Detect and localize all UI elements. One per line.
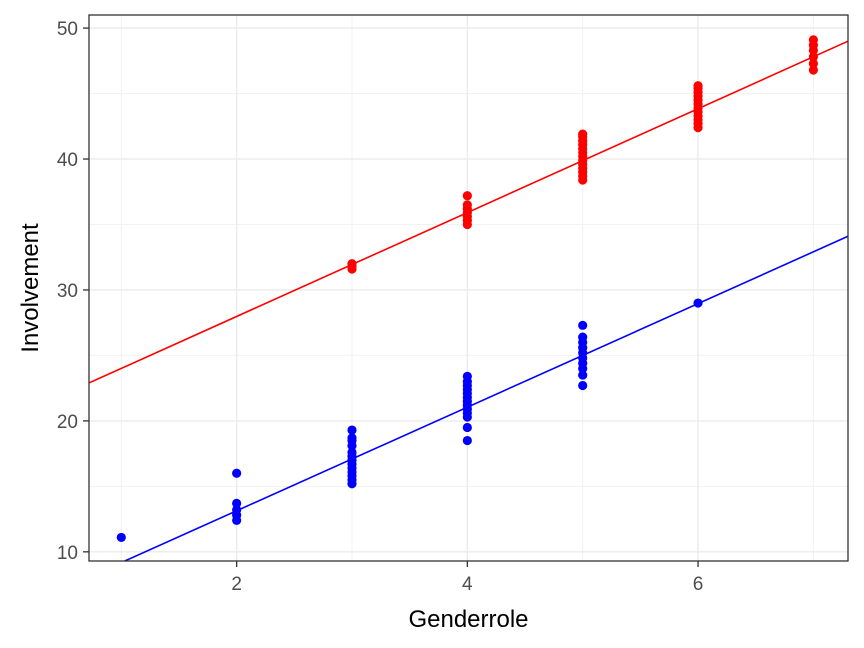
data-point [462,191,472,201]
data-point [347,447,357,457]
data-point [116,532,126,543]
data-point [347,425,357,435]
y-tick-label: 20 [57,412,78,433]
x-tick-label: 2 [231,574,242,595]
y-tick-label: 50 [57,19,78,40]
data-point [232,498,242,508]
y-axis-title: Involvement [17,223,44,353]
data-point [578,320,588,330]
x-axis-title: Genderrole [408,606,528,633]
data-point [808,58,818,69]
y-tick-label: 40 [57,150,78,171]
data-point [462,200,472,210]
data-point [578,370,588,380]
x-axis-ticks: 2 4 6 [231,561,703,595]
data-point [578,332,588,342]
data-point [578,129,588,139]
fit-line-series-2 [124,235,849,562]
y-axis-ticks: 10 20 30 40 50 [57,19,89,564]
data-points [116,35,818,543]
data-point [232,468,242,478]
data-point [693,298,703,308]
data-point [693,81,703,91]
data-point [808,35,818,45]
data-point [808,52,818,62]
plot-panel-border [88,14,849,562]
data-point [462,371,472,381]
data-point [808,65,818,75]
data-point [578,380,588,391]
data-point [347,259,357,269]
data-point [347,433,357,443]
data-point [232,505,242,515]
x-tick-label: 4 [462,574,473,595]
y-tick-label: 30 [57,281,78,302]
y-tick-label: 10 [57,543,78,564]
data-point [462,435,472,446]
x-tick-label: 6 [693,574,704,595]
data-point [462,422,472,433]
